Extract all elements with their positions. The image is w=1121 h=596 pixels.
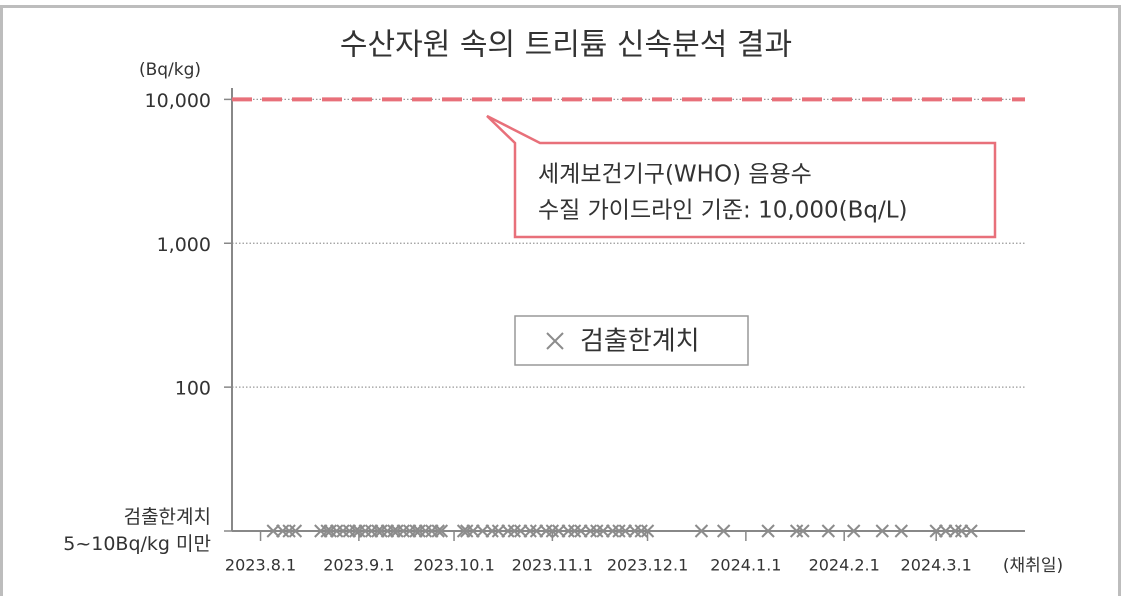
data-point [640, 524, 655, 538]
data-point [434, 524, 449, 538]
data-point [523, 524, 537, 538]
data-point [485, 524, 499, 538]
data-point [380, 524, 395, 538]
x-axis-label: (채취일) [1003, 556, 1063, 576]
x-tick-label: 2024.2.1 [809, 556, 880, 575]
data-point [875, 524, 889, 538]
data-point [596, 524, 610, 538]
x-tick-label: 2023.12.1 [607, 556, 688, 575]
data-point [336, 524, 350, 538]
data-point [491, 524, 506, 538]
data-point [583, 524, 598, 538]
data-point [634, 524, 648, 538]
data-point [954, 524, 969, 538]
data-point [402, 524, 417, 538]
annotation-box [486, 114, 997, 239]
data-point [694, 524, 709, 538]
x-tick-label: 2023.8.1 [225, 556, 296, 575]
data-point [567, 524, 582, 538]
x-tick-label: 2024.3.1 [901, 556, 972, 575]
data-point [418, 524, 433, 538]
data-point [349, 524, 363, 538]
data-point [716, 524, 731, 538]
data-point [929, 524, 943, 538]
data-point [371, 524, 385, 538]
data-point [545, 524, 560, 538]
data-point [574, 524, 588, 538]
data-point [329, 524, 344, 538]
data-point [628, 524, 642, 538]
data-point [618, 524, 633, 538]
data-point [475, 524, 490, 538]
annotation-text: 수질 가이드라인 기준: 10,000(Bq/L) [538, 198, 908, 224]
data-point [320, 524, 334, 538]
data-point [894, 524, 908, 538]
data-point [821, 524, 836, 538]
data-point [761, 524, 775, 538]
data-point [612, 524, 626, 538]
data-point [276, 524, 290, 538]
y-tick-label: 5~10Bq/kg 미만 [63, 533, 211, 555]
annotation-text: 세계보건기구(WHO) 음용수 [538, 162, 812, 188]
data-point [387, 524, 401, 538]
x-tick-label: 2023.9.1 [323, 556, 394, 575]
data-point [431, 524, 445, 538]
data-point [456, 524, 471, 538]
x-tick-label: 2024.1.1 [710, 556, 781, 575]
data-point [513, 524, 528, 538]
x-tick-label: 2023.10.1 [413, 556, 494, 575]
data-point [529, 524, 544, 538]
legend-label: 검출한계치 [580, 327, 700, 357]
data-point [552, 524, 566, 538]
x-tick-label: 2023.11.1 [512, 556, 593, 575]
data-point [938, 524, 953, 538]
data-point [460, 524, 474, 538]
data-point [412, 524, 426, 538]
y-unit: (Bq/kg) [139, 60, 201, 80]
data-point [847, 524, 861, 538]
data-point [352, 524, 366, 538]
legend-marker [546, 332, 564, 350]
data-point [288, 524, 303, 538]
data-point [501, 524, 515, 538]
data-point [409, 524, 423, 538]
frame [0, 5, 1121, 596]
y-tick-label: 검출한계치 [124, 506, 211, 528]
y-tick-label: 100 [175, 378, 211, 400]
data-point [561, 524, 575, 538]
data-point [796, 524, 810, 538]
data-point [314, 524, 328, 538]
data-point [390, 524, 404, 538]
data-point [282, 524, 296, 538]
data-point [358, 524, 372, 538]
data-point [590, 524, 604, 538]
data-point [507, 524, 522, 538]
y-tick-label: 10,000 [145, 90, 211, 112]
data-point [425, 524, 439, 538]
data-point [948, 524, 962, 538]
data-point [539, 524, 553, 538]
data-point [266, 524, 280, 538]
data-point [466, 524, 480, 538]
data-point [374, 524, 388, 538]
data-point [396, 524, 410, 538]
data-point [789, 524, 804, 538]
data-point [323, 524, 338, 538]
chart-title: 수산자원 속의 트리튬 신속분석 결과 [340, 28, 792, 63]
data-point [605, 524, 620, 538]
data-point [964, 524, 978, 538]
y-tick-label: 1,000 [157, 234, 211, 256]
data-point [364, 524, 379, 538]
data-point [342, 524, 357, 538]
